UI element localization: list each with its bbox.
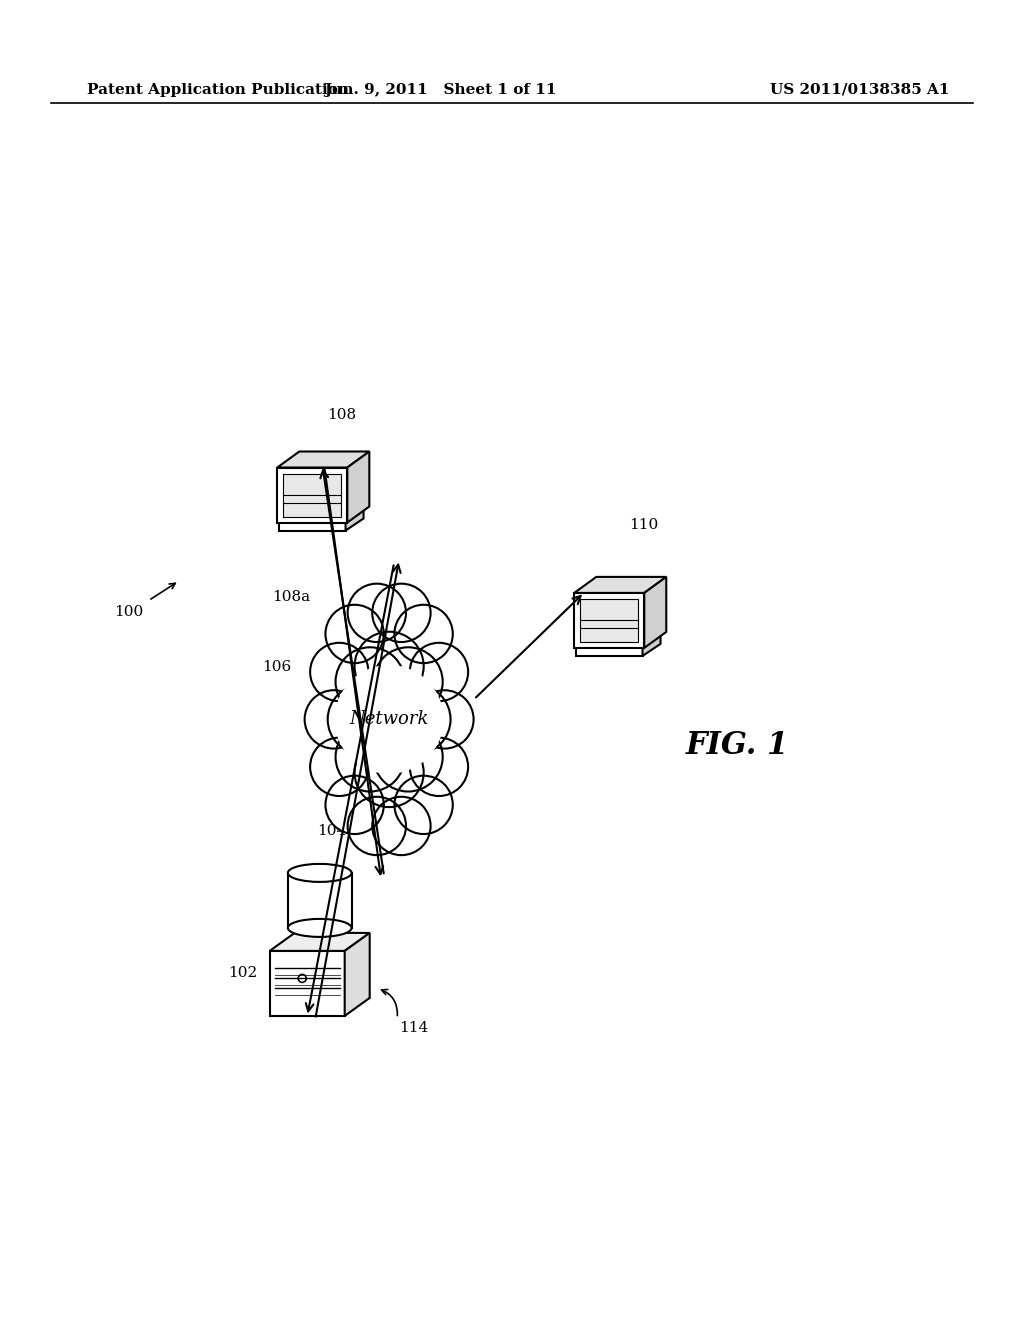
Circle shape [416, 690, 473, 748]
Ellipse shape [288, 863, 351, 882]
Text: 106: 106 [262, 660, 292, 673]
Polygon shape [278, 451, 370, 467]
Text: Network: Network [349, 710, 429, 729]
Circle shape [354, 738, 424, 807]
Polygon shape [269, 950, 345, 1016]
Polygon shape [280, 499, 364, 511]
Circle shape [373, 583, 431, 642]
Polygon shape [574, 593, 644, 648]
Text: FIG. 1: FIG. 1 [686, 730, 788, 762]
Circle shape [354, 632, 424, 701]
Ellipse shape [288, 919, 351, 937]
Polygon shape [642, 624, 660, 656]
Polygon shape [288, 873, 351, 928]
Circle shape [326, 776, 384, 834]
Circle shape [310, 738, 369, 796]
Circle shape [410, 643, 468, 701]
Text: 108: 108 [328, 408, 356, 422]
Polygon shape [644, 577, 667, 648]
Circle shape [336, 647, 404, 717]
Circle shape [374, 722, 442, 792]
Polygon shape [280, 511, 345, 531]
Text: US 2011/0138385 A1: US 2011/0138385 A1 [770, 83, 950, 96]
Polygon shape [577, 636, 642, 656]
Polygon shape [269, 933, 370, 950]
Polygon shape [278, 467, 347, 523]
Polygon shape [345, 499, 364, 531]
Circle shape [381, 685, 451, 754]
Circle shape [374, 647, 442, 717]
Circle shape [347, 583, 406, 642]
Circle shape [347, 797, 406, 855]
Circle shape [336, 722, 404, 792]
Polygon shape [345, 933, 370, 1016]
Circle shape [410, 738, 468, 796]
Polygon shape [577, 624, 660, 636]
Circle shape [394, 605, 453, 663]
Circle shape [336, 665, 442, 774]
Circle shape [326, 605, 384, 663]
Text: Patent Application Publication: Patent Application Publication [87, 83, 349, 96]
Polygon shape [284, 474, 341, 516]
Polygon shape [574, 577, 667, 593]
Text: 100: 100 [114, 605, 143, 619]
Circle shape [310, 643, 369, 701]
Text: 114: 114 [399, 1022, 428, 1035]
Text: Jun. 9, 2011   Sheet 1 of 11: Jun. 9, 2011 Sheet 1 of 11 [324, 83, 557, 96]
Text: 104: 104 [317, 825, 346, 838]
Polygon shape [581, 599, 638, 642]
Circle shape [328, 685, 397, 754]
Circle shape [394, 776, 453, 834]
Text: 110: 110 [630, 519, 658, 532]
Text: 108a: 108a [272, 590, 310, 605]
Circle shape [305, 690, 364, 748]
Text: 102: 102 [228, 966, 257, 981]
Circle shape [373, 797, 431, 855]
Polygon shape [347, 451, 370, 523]
